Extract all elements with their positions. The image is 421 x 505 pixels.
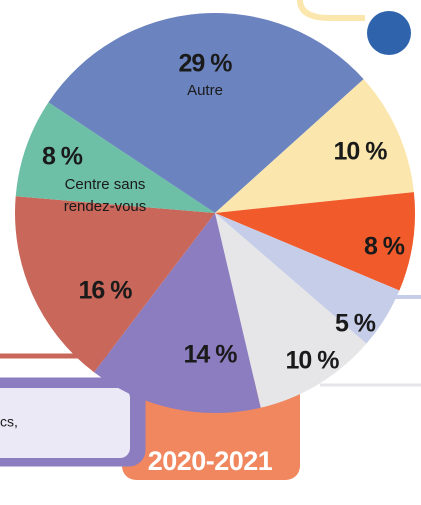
slice-category: Centre sans rendez-vous — [63, 176, 147, 215]
slice-category: Autre — [187, 82, 223, 99]
slice-value-label: 29 % — [179, 50, 233, 78]
slice-value-label: 14 % — [184, 341, 238, 369]
side-label: cs, — [0, 414, 18, 430]
slice-value-label: 8 % — [364, 233, 405, 261]
decor-dot — [367, 11, 411, 55]
pie — [14, 13, 415, 413]
year-label: 2020-2021 — [148, 446, 273, 476]
decor-arc — [297, 0, 365, 21]
pie-slice — [215, 79, 414, 213]
pie-slice — [215, 213, 367, 408]
slice-value-label: 5 % — [335, 310, 376, 338]
pie-slice — [94, 213, 261, 413]
pie-slice — [215, 213, 400, 344]
pie-slice — [15, 102, 215, 213]
side-box-inner — [0, 388, 130, 458]
slice-category-label: Centre sans rendez-vous — [63, 176, 147, 215]
slice-category-label: Autre — [187, 82, 223, 99]
slice-value-label: 8 % — [42, 143, 83, 171]
pie-slice — [215, 192, 415, 291]
pie-slice — [48, 13, 364, 213]
slice-value-label: 10 % — [286, 347, 340, 375]
pie-slice — [14, 196, 215, 373]
slice-value-label: 10 % — [334, 138, 388, 166]
slice-value-label: 16 % — [79, 277, 133, 305]
